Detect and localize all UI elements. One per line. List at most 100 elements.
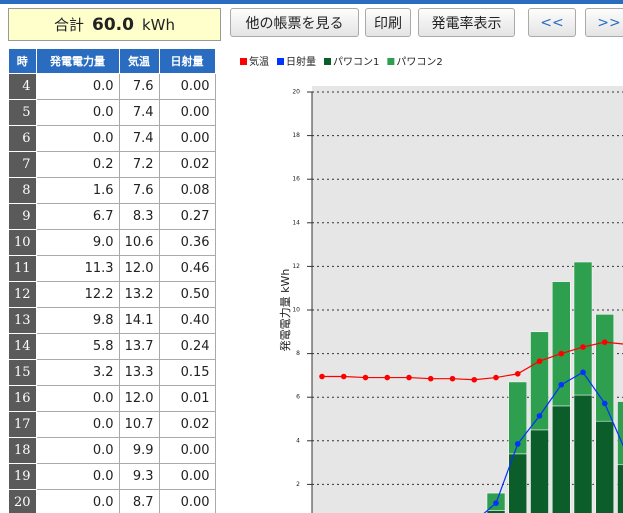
button[interactable]: 他の帳票を見る: [230, 8, 359, 37]
point: [319, 373, 325, 380]
summary: 合計 60.0 kWh: [8, 8, 221, 41]
table-row: 12 12.2 13.2 0.50: [8, 281, 216, 308]
data-cell: 0.24: [158, 333, 216, 360]
data-cell: 13.7: [118, 333, 160, 360]
y-tick-label: 6: [296, 394, 300, 401]
y-tick-label: 12: [292, 263, 300, 270]
plot-area: [312, 86, 623, 513]
data-cell: 7.4: [118, 99, 160, 126]
data-cell: 11.3: [35, 255, 120, 282]
table-row: 5 0.0 7.4 0.00: [8, 99, 216, 126]
table-row: 6 0.0 7.4 0.00: [8, 125, 216, 152]
point: [449, 375, 456, 382]
y-tick-label: 18: [292, 132, 300, 139]
hour-cell: 14: [8, 333, 37, 360]
y-tick-label: 20: [292, 89, 300, 96]
legend-swatch: [387, 58, 395, 65]
y-tick-label: 8: [296, 350, 300, 357]
hour-cell: 9: [8, 203, 37, 230]
data-cell: 0.00: [158, 489, 216, 513]
table-row: 10 9.0 10.6 0.36: [8, 229, 216, 256]
data-cell: 1.6: [35, 177, 120, 204]
y-axis-label: 発電電力量 kWh: [278, 269, 292, 352]
point: [493, 374, 499, 381]
y-tick-label: 2: [296, 481, 300, 488]
bar: [530, 429, 549, 513]
hour-cell: 19: [8, 463, 37, 490]
hour-cell: 7: [8, 151, 37, 178]
column-header: 日射量: [158, 48, 216, 74]
legend-label: パワコン2: [396, 56, 442, 68]
bar: [552, 281, 571, 407]
y-tick-label: 16: [292, 176, 300, 183]
summary-label: 合計: [54, 16, 85, 34]
bar: [552, 405, 571, 513]
button[interactable]: 発電率表示: [418, 8, 515, 37]
point: [558, 350, 565, 357]
legend-label: パワコン1: [333, 56, 379, 68]
hour-cell: 18: [8, 437, 37, 464]
summary-unit: kWh: [141, 15, 175, 34]
point: [471, 376, 478, 383]
table-row: 19 0.0 9.3 0.00: [8, 463, 216, 490]
point: [340, 373, 347, 380]
table-row: 7 0.2 7.2 0.02: [8, 151, 216, 178]
point: [558, 381, 565, 388]
data-cell: 0.0: [35, 73, 120, 100]
hour-cell: 8: [8, 177, 37, 204]
y-tick-label: 10: [292, 307, 300, 314]
point: [536, 413, 543, 419]
table-row: 17 0.0 10.7 0.02: [8, 411, 216, 438]
data-cell: 0.0: [35, 489, 120, 513]
data-cell: 12.0: [118, 255, 160, 282]
hour-cell: 17: [8, 411, 37, 438]
line: [483, 371, 623, 513]
legend-label: 気温: [249, 55, 269, 68]
bar: [508, 381, 527, 455]
data-cell: 6.7: [35, 203, 120, 230]
data-cell: 0.50: [158, 281, 216, 308]
hour-cell: 13: [8, 307, 37, 334]
table-row: 16 0.0 12.0 0.01: [8, 385, 216, 412]
hour-cell: 11: [8, 255, 37, 282]
data-cell: 12.0: [118, 385, 160, 412]
hour-cell: 10: [8, 229, 37, 256]
data-cell: 0.0: [35, 411, 120, 438]
table-row: 4 0.0 7.6 0.00: [8, 73, 216, 100]
table-row: 9 6.7 8.3 0.27: [8, 203, 216, 230]
data-cell: 0.02: [158, 151, 216, 178]
data-cell: 0.2: [35, 151, 120, 178]
summary-value: 60.0: [92, 14, 134, 35]
table-row: 18 0.0 9.9 0.00: [8, 437, 216, 464]
point: [536, 358, 543, 365]
button[interactable]: 印刷: [365, 8, 411, 37]
hour-cell: 16: [8, 385, 37, 412]
table-row: 8 1.6 7.6 0.08: [8, 177, 216, 204]
button[interactable]: <<: [528, 8, 576, 37]
point: [427, 375, 434, 382]
point: [601, 400, 608, 407]
data-cell: 10.6: [118, 229, 160, 256]
point: [514, 370, 521, 377]
data-cell: 0.01: [158, 385, 216, 412]
data-cell: 7.6: [118, 73, 160, 100]
data-cell: 0.00: [158, 99, 216, 126]
table-row: 11 11.3 12.0 0.46: [8, 255, 216, 282]
data-cell: 14.1: [118, 307, 160, 334]
legend-swatch: [240, 58, 247, 65]
data-cell: 8.7: [118, 489, 160, 513]
point: [601, 339, 608, 345]
data-cell: 7.4: [118, 125, 160, 152]
hour-cell: 4: [8, 73, 37, 100]
bar: [617, 464, 623, 513]
data-cell: 0.40: [158, 307, 216, 334]
data-cell: 13.3: [118, 359, 160, 386]
point: [406, 374, 412, 381]
top-bar: [0, 0, 623, 4]
button[interactable]: >>: [585, 8, 623, 37]
bar: [573, 394, 593, 513]
y-tick-label: 4: [296, 437, 300, 444]
bar: [573, 261, 593, 396]
